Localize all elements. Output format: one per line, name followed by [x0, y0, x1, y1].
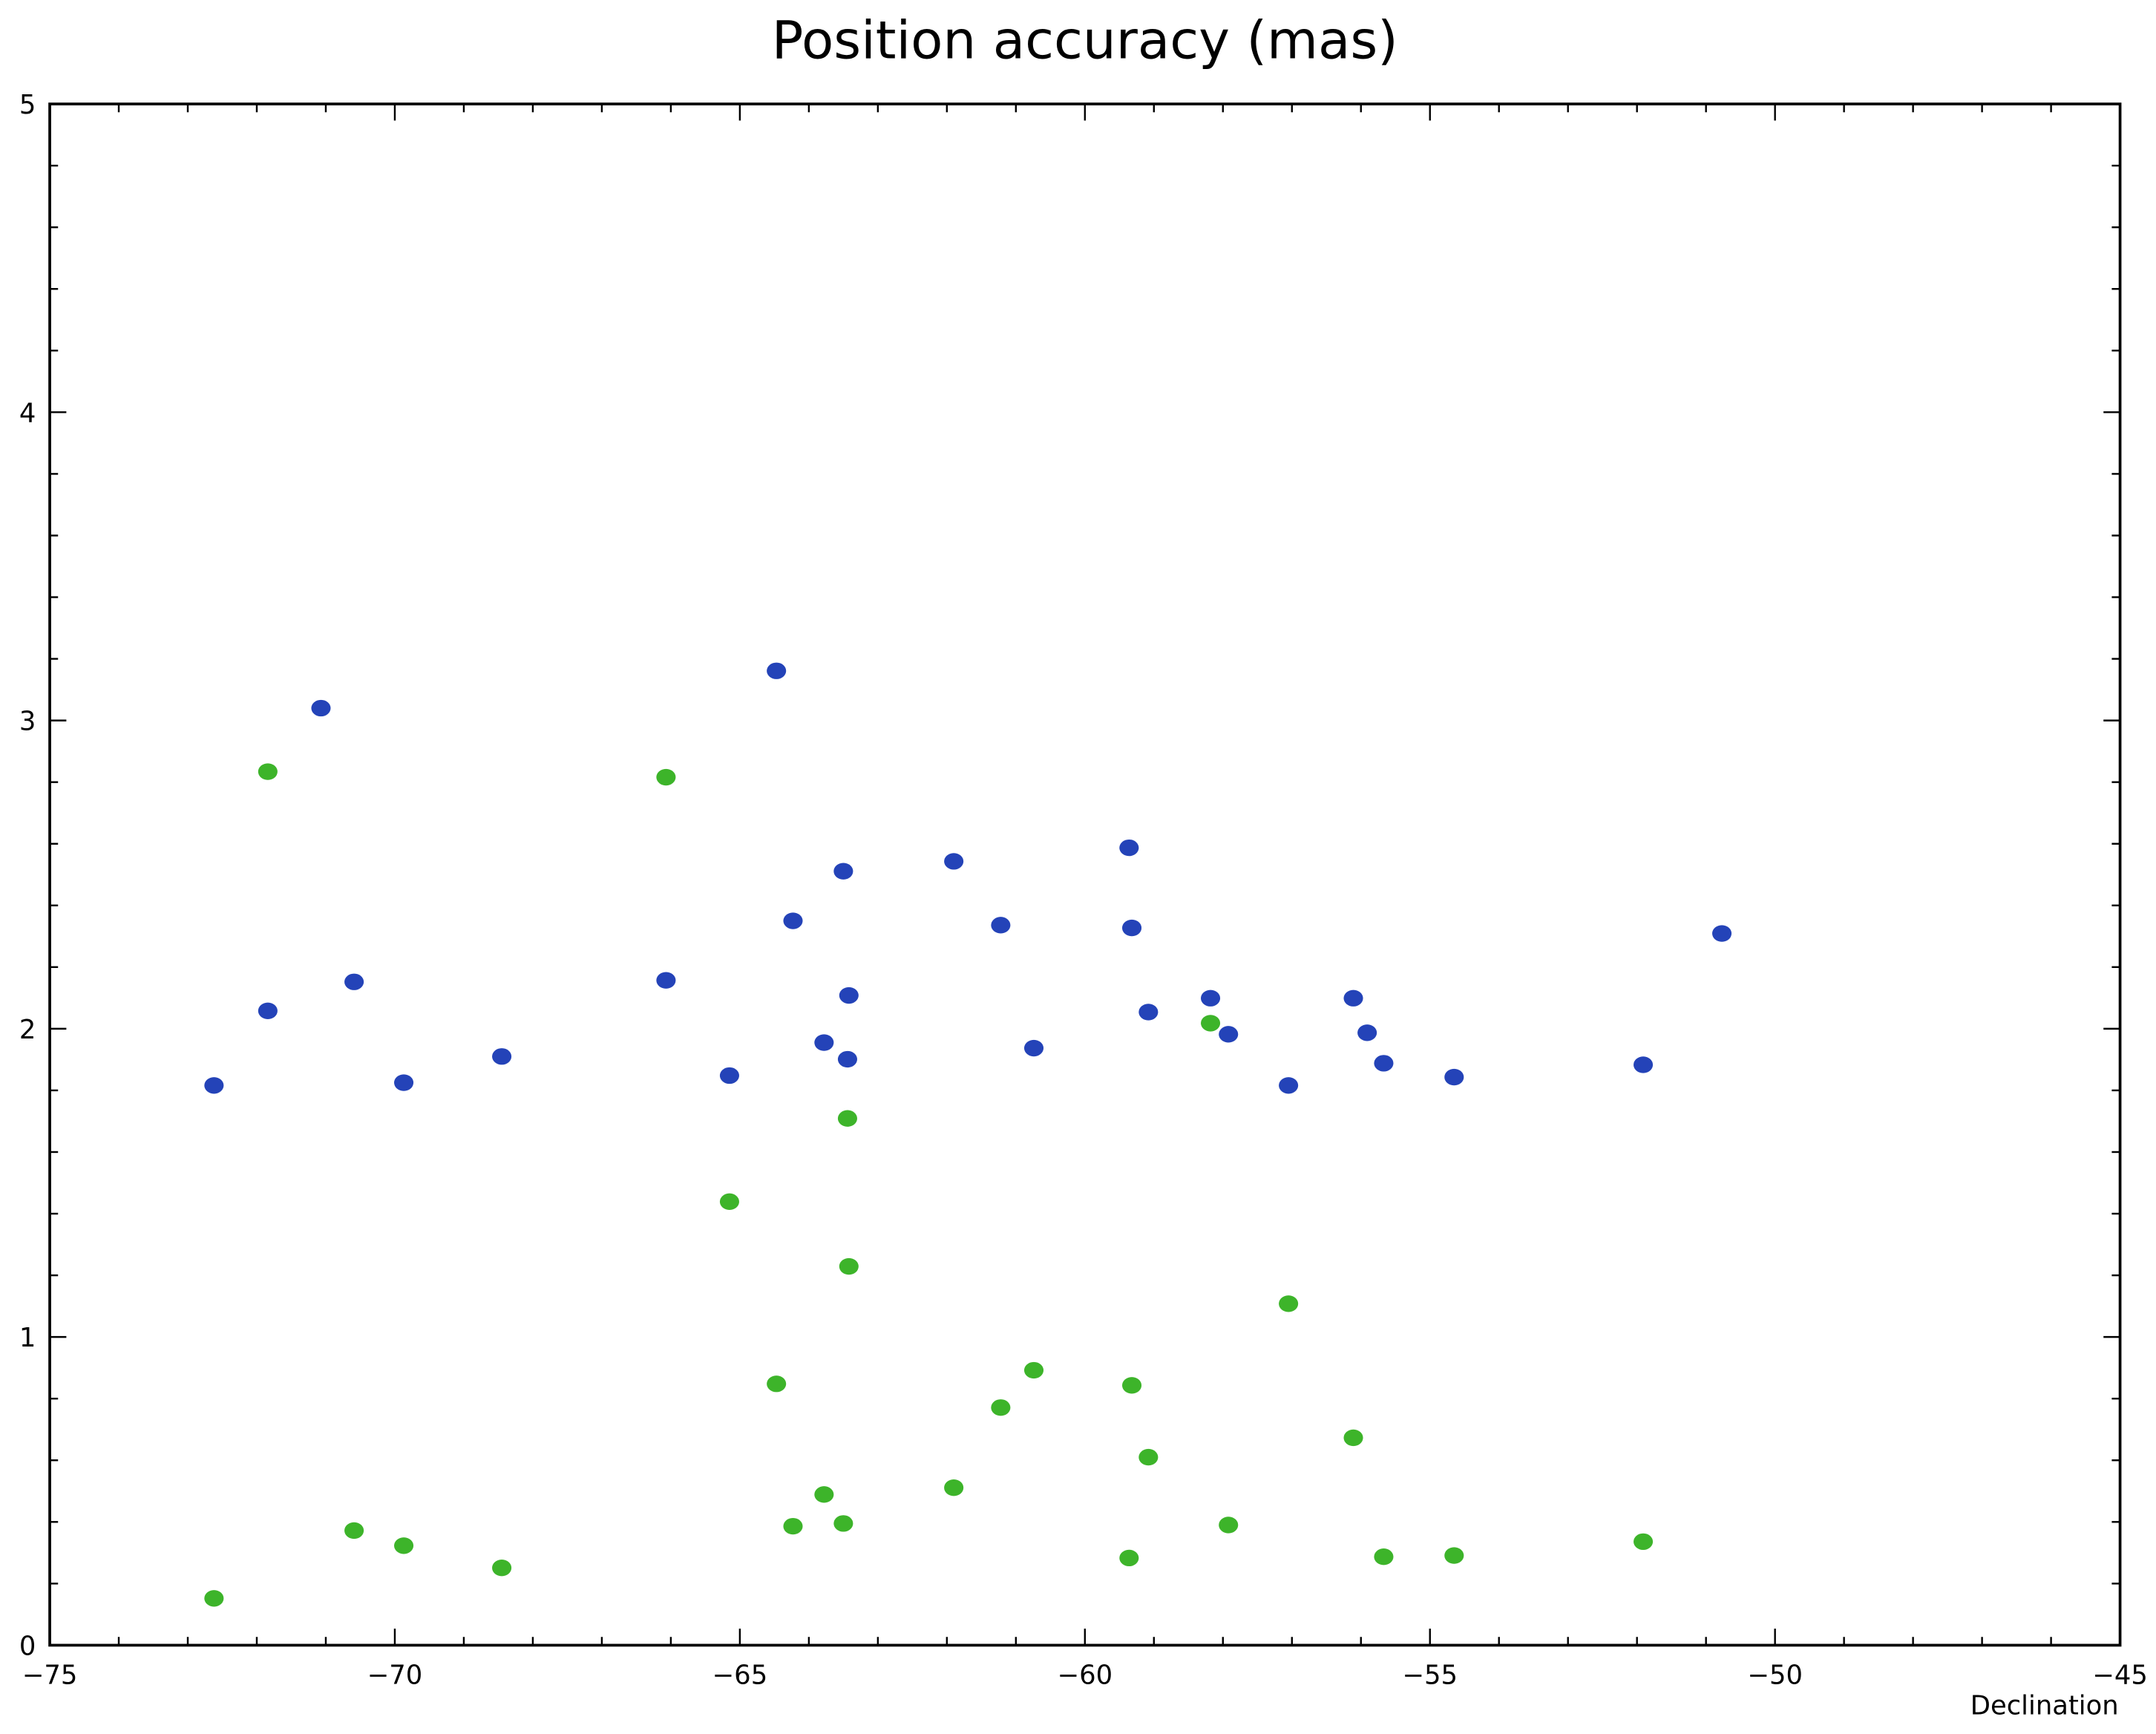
plot-frame — [48, 102, 2122, 1647]
y-tick-label: 2 — [19, 1015, 36, 1045]
data-point-blue — [1023, 1039, 1044, 1057]
chart-title: Position accuracy (mas) — [772, 10, 1398, 71]
data-point-blue — [1122, 919, 1142, 937]
x-tick-label: −50 — [1747, 1661, 1803, 1691]
data-point-green — [1374, 1548, 1394, 1565]
data-point-blue — [1712, 925, 1732, 942]
data-point-green — [991, 1399, 1011, 1416]
data-point-blue — [1138, 1004, 1159, 1021]
data-point-blue — [944, 853, 964, 870]
data-point-blue — [204, 1077, 224, 1094]
x-tick-label: −55 — [1402, 1661, 1458, 1691]
data-point-blue — [839, 987, 859, 1004]
data-point-green — [1023, 1361, 1044, 1379]
data-point-blue — [1357, 1024, 1377, 1041]
axis-ticks: −75 −70 −65 −60 −55 −50 −45 0 1 2 3 4 5 — [19, 90, 2148, 1690]
data-point-green — [833, 1515, 853, 1532]
data-point-green — [1279, 1295, 1299, 1312]
data-point-green — [814, 1486, 834, 1503]
data-point-green — [394, 1537, 414, 1554]
data-point-blue — [311, 699, 331, 717]
data-point-blue — [1343, 989, 1363, 1007]
data-point-blue — [492, 1048, 512, 1065]
data-point-blue — [656, 972, 676, 989]
data-point-green — [1444, 1547, 1464, 1564]
data-point-blue — [1634, 1056, 1654, 1073]
data-point-blue — [833, 863, 853, 880]
x-tick-label: −75 — [22, 1661, 78, 1691]
data-point-green — [767, 1375, 787, 1393]
x-axis-label: Declination — [1970, 1691, 2119, 1721]
data-point-blue — [783, 912, 803, 929]
data-point-blue — [814, 1034, 834, 1051]
data-point-green — [1201, 1015, 1221, 1032]
x-tick-label: −45 — [2092, 1661, 2148, 1691]
data-point-green — [1119, 1549, 1139, 1567]
data-point-green — [258, 763, 278, 780]
data-points — [204, 662, 1732, 1607]
data-point-blue — [1374, 1055, 1394, 1072]
y-tick-label: 4 — [19, 398, 36, 428]
data-point-green — [1219, 1517, 1239, 1534]
data-point-green — [1138, 1448, 1159, 1466]
data-point-green — [492, 1560, 512, 1577]
data-point-blue — [991, 917, 1011, 934]
data-point-green — [1122, 1377, 1142, 1394]
data-point-green — [344, 1522, 364, 1540]
y-tick-label: 1 — [19, 1323, 36, 1353]
data-point-green — [204, 1590, 224, 1607]
data-point-green — [1343, 1429, 1363, 1447]
data-point-green — [656, 768, 676, 786]
y-tick-label: 3 — [19, 707, 36, 737]
data-point-blue — [1219, 1026, 1239, 1043]
data-point-blue — [719, 1067, 739, 1084]
x-tick-label: −70 — [367, 1661, 423, 1691]
data-point-blue — [767, 662, 787, 679]
data-point-green — [1634, 1533, 1654, 1551]
x-tick-label: −65 — [712, 1661, 768, 1691]
data-point-blue — [258, 1002, 278, 1019]
y-tick-label: 0 — [19, 1631, 36, 1661]
data-point-green — [783, 1517, 803, 1535]
data-point-blue — [344, 973, 364, 990]
data-point-green — [719, 1193, 739, 1211]
data-point-blue — [1119, 839, 1139, 857]
data-point-blue — [1444, 1068, 1464, 1086]
data-point-blue — [1279, 1077, 1299, 1094]
data-point-blue — [1201, 989, 1221, 1007]
data-point-blue — [837, 1050, 857, 1068]
x-tick-label: −60 — [1057, 1661, 1113, 1691]
data-point-blue — [394, 1074, 414, 1091]
data-point-green — [944, 1479, 964, 1496]
data-point-green — [837, 1110, 857, 1127]
data-point-green — [839, 1257, 859, 1275]
y-tick-label: 5 — [19, 90, 36, 120]
